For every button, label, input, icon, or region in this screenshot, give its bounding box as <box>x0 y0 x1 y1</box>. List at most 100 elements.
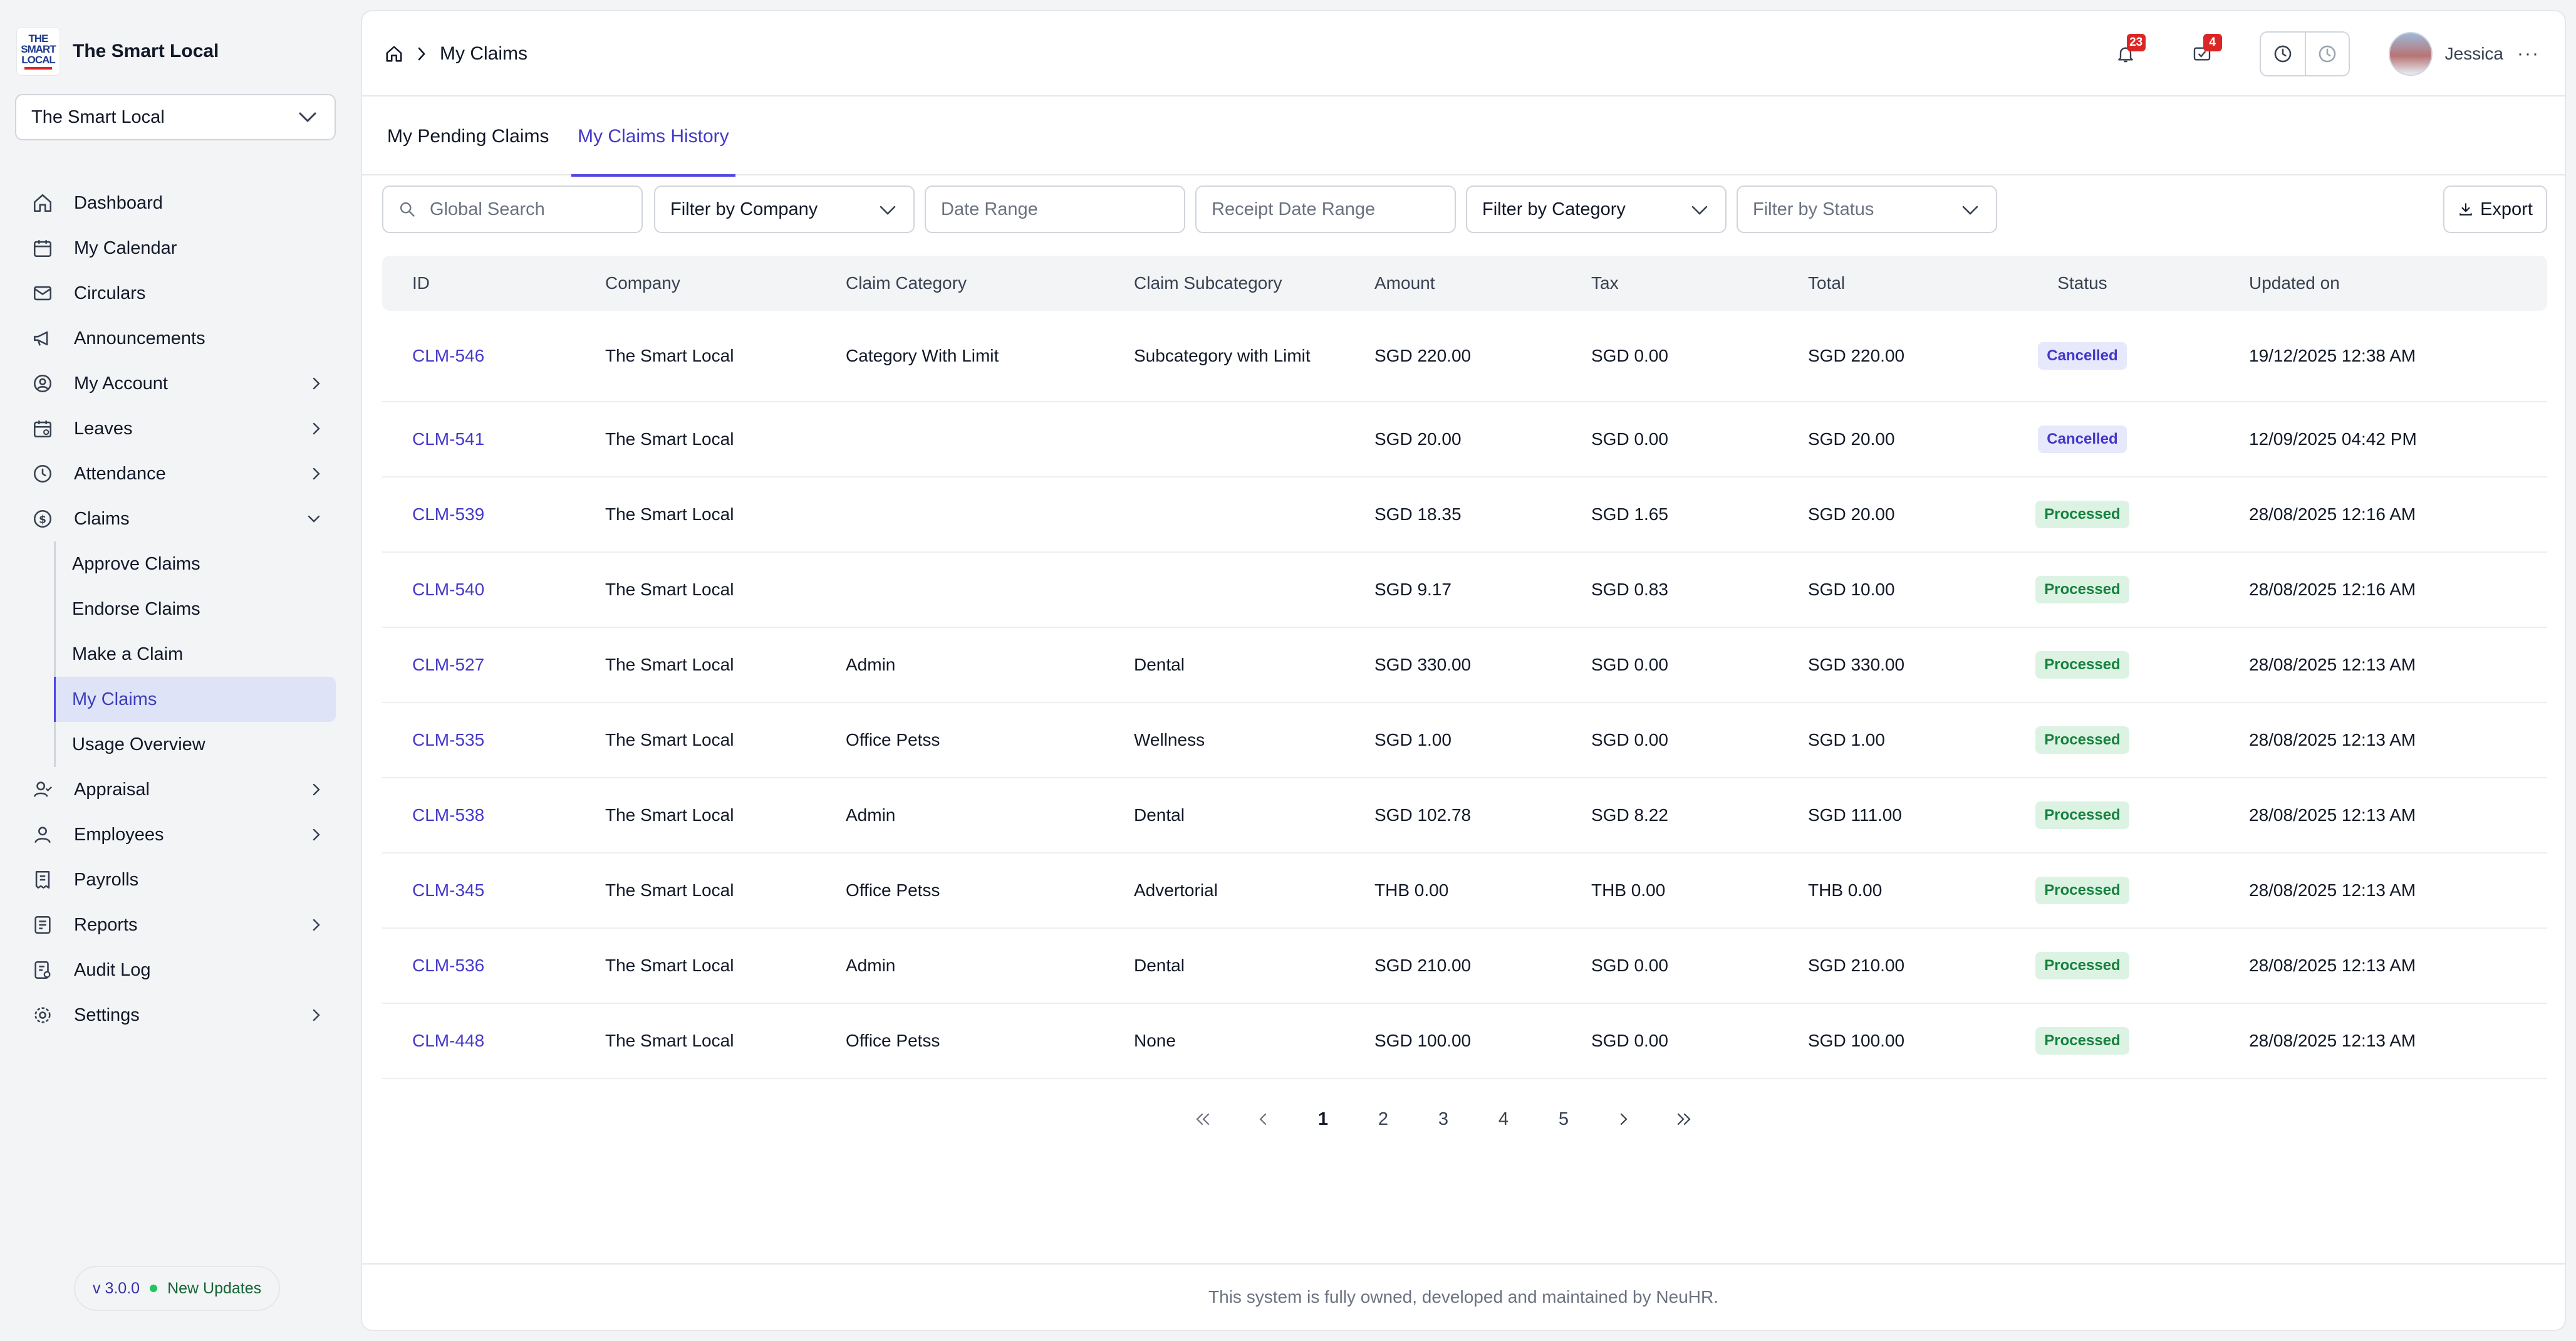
sidebar-item-circulars[interactable]: Circulars <box>15 271 336 316</box>
sidebar-item-dashboard[interactable]: Dashboard <box>15 180 336 226</box>
updated-on-cell: 28/08/2025 12:13 AM <box>2249 730 2416 749</box>
sidebar-item-approve-claims[interactable]: Approve Claims <box>72 553 200 574</box>
claim-id-link[interactable]: CLM-535 <box>412 730 485 749</box>
page-5-button[interactable]: 5 <box>1558 1109 1569 1129</box>
table-row[interactable]: CLM-535 The Smart Local Office Petss Wellne… <box>382 703 2547 778</box>
claim-id-link[interactable]: CLM-527 <box>412 655 485 674</box>
claim-id-link[interactable]: CLM-546 <box>412 346 485 365</box>
last-page-icon[interactable] <box>1654 1102 1714 1137</box>
filter-by-status-select[interactable]: Filter by Status <box>1737 185 1997 233</box>
table-row[interactable]: CLM-527 The Smart Local Admin Dental SGD 330… <box>382 628 2547 703</box>
filter-by-company-select[interactable]: Filter by Company <box>654 185 915 233</box>
avatar[interactable] <box>2388 32 2433 76</box>
claim-id-link[interactable]: CLM-345 <box>412 880 485 900</box>
company-select[interactable]: The Smart Local <box>15 94 336 140</box>
column-header-claim-category[interactable]: Claim Category <box>846 273 967 293</box>
sidebar-item-my-claims[interactable]: My Claims <box>54 677 336 722</box>
user-icon <box>30 822 55 847</box>
filter-by-company-label: Filter by Company <box>670 199 818 219</box>
tab-my-claims-history[interactable]: My Claims History <box>571 98 735 177</box>
sidebar-item-claims[interactable]: $ Claims <box>15 496 336 541</box>
claim-subcategory-cell: Subcategory with Limit <box>1134 346 1311 365</box>
search-icon <box>398 201 416 218</box>
total-cell: SGD 220.00 <box>1808 346 1905 365</box>
column-header-amount[interactable]: Amount <box>1374 273 1435 293</box>
sidebar-item-settings[interactable]: Settings <box>15 993 336 1038</box>
column-header-id[interactable]: ID <box>412 273 430 293</box>
status-badge: Processed <box>2035 651 2129 679</box>
total-cell: SGD 111.00 <box>1808 805 1902 825</box>
sidebar-nav: Dashboard My Calendar Circulars Announce… <box>15 180 336 1038</box>
export-button[interactable]: Export <box>2443 185 2547 233</box>
page-4-button[interactable]: 4 <box>1498 1109 1509 1129</box>
column-header-company[interactable]: Company <box>605 273 680 293</box>
claim-id-link[interactable]: CLM-448 <box>412 1031 485 1050</box>
date-range-input[interactable]: Date Range <box>925 185 1185 233</box>
sidebar-item-employees[interactable]: Employees <box>15 812 336 857</box>
global-search-input[interactable]: Global Search <box>382 185 643 233</box>
version-badge[interactable]: v 3.0.0 New Updates <box>74 1266 281 1311</box>
claim-id-link[interactable]: CLM-541 <box>412 429 485 449</box>
sidebar-item-payrolls[interactable]: Payrolls <box>15 857 336 902</box>
column-header-tax[interactable]: Tax <box>1591 273 1619 293</box>
company-cell: The Smart Local <box>605 730 734 749</box>
sidebar-item-my-account[interactable]: My Account <box>15 361 336 406</box>
table-row[interactable]: CLM-536 The Smart Local Admin Dental SGD 210… <box>382 929 2547 1004</box>
updated-on-cell: 28/08/2025 12:13 AM <box>2249 880 2416 900</box>
column-header-updated-on[interactable]: Updated on <box>2249 273 2340 293</box>
claim-id-link[interactable]: CLM-538 <box>412 805 485 825</box>
user-name[interactable]: Jessica <box>2444 44 2504 63</box>
logo-line-3: LOCAL <box>21 54 56 66</box>
chevron-right-icon <box>312 783 321 796</box>
clock-in-button[interactable] <box>2261 33 2305 75</box>
first-page-icon[interactable] <box>1173 1102 1233 1137</box>
table-row[interactable]: CLM-546 The Smart Local Category With Limi… <box>382 311 2547 402</box>
sidebar-item-appraisal[interactable]: Appraisal <box>15 767 336 812</box>
table-row[interactable]: CLM-541 The Smart Local SGD 20.00 SGD 0.00 S… <box>382 402 2547 477</box>
claim-subcategory-cell: Advertorial <box>1134 880 1218 900</box>
table-row[interactable]: CLM-448 The Smart Local Office Petss None SG… <box>382 1004 2547 1079</box>
previous-page-icon[interactable] <box>1233 1102 1293 1137</box>
sidebar-item-audit-log[interactable]: Audit Log <box>15 947 336 993</box>
column-header-status[interactable]: Status <box>2057 273 2107 293</box>
table-row[interactable]: CLM-540 The Smart Local SGD 9.17 SGD 0.83 SG… <box>382 553 2547 628</box>
sidebar-item-my-calendar[interactable]: My Calendar <box>15 226 336 271</box>
breadcrumb: My Claims <box>385 39 527 69</box>
sidebar-item-endorse-claims[interactable]: Endorse Claims <box>72 598 200 619</box>
receipt-date-range-input[interactable]: Receipt Date Range <box>1195 185 1456 233</box>
table-header: ID Company Claim Category Claim Subcateg… <box>382 256 2547 311</box>
status-dot-icon <box>150 1285 158 1292</box>
claim-id-link[interactable]: CLM-540 <box>412 580 485 599</box>
column-header-claim-subcategory[interactable]: Claim Subcategory <box>1134 273 1282 293</box>
column-header-total[interactable]: Total <box>1808 273 1846 293</box>
amount-cell: SGD 9.17 <box>1374 580 1452 599</box>
clock-out-button[interactable] <box>2304 33 2349 75</box>
sidebar-item-reports[interactable]: Reports <box>15 902 336 947</box>
next-page-icon[interactable] <box>1594 1102 1654 1137</box>
table-row[interactable]: CLM-345 The Smart Local Office Petss Advert… <box>382 853 2547 929</box>
more-options-icon[interactable]: ··· <box>2517 43 2540 64</box>
home-icon[interactable] <box>385 44 403 63</box>
tab-my-pending-claims[interactable]: My Pending Claims <box>387 126 549 147</box>
notifications-button[interactable]: 23 <box>2107 34 2146 73</box>
sidebar-item-make-a-claim[interactable]: Make a Claim <box>72 644 184 664</box>
brand[interactable]: THE SMART LOCAL The Smart Local <box>16 26 219 76</box>
tax-cell: SGD 0.00 <box>1591 655 1668 674</box>
tax-cell: SGD 1.65 <box>1591 504 1668 524</box>
tasks-button[interactable]: 4 <box>2183 34 2222 73</box>
sidebar-item-attendance[interactable]: Attendance <box>15 451 336 496</box>
page-3-button[interactable]: 3 <box>1438 1109 1449 1129</box>
status-cell: Processed <box>2020 778 2145 852</box>
filter-by-category-select[interactable]: Filter by Category <box>1466 185 1727 233</box>
page-2-button[interactable]: 2 <box>1378 1109 1389 1129</box>
sidebar-item-usage-overview[interactable]: Usage Overview <box>72 734 205 754</box>
claim-id-link[interactable]: CLM-536 <box>412 956 485 975</box>
claim-id-link[interactable]: CLM-539 <box>412 504 485 524</box>
sidebar-item-announcements[interactable]: Announcements <box>15 316 336 361</box>
table-row[interactable]: CLM-539 The Smart Local SGD 18.35 SGD 1.65 S… <box>382 477 2547 553</box>
company-cell: The Smart Local <box>605 1031 734 1050</box>
table-row[interactable]: CLM-538 The Smart Local Admin Dental SGD 102… <box>382 778 2547 853</box>
claim-subcategory-cell <box>1134 553 1322 627</box>
sidebar-item-leaves[interactable]: Leaves <box>15 406 336 451</box>
page-1-button[interactable]: 1 <box>1317 1109 1329 1129</box>
